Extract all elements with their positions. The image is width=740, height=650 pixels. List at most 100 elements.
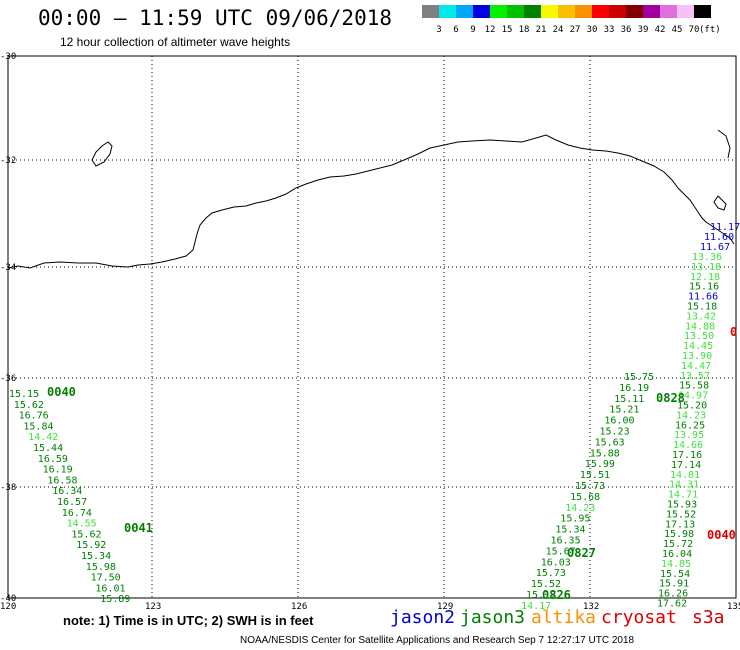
- swh-value: 14.23: [676, 410, 706, 421]
- swh-value: 13.90: [682, 351, 712, 362]
- swh-value: 15.54: [660, 569, 690, 580]
- swh-value: 15.75: [624, 372, 654, 383]
- wave-height-colorbar: 3 6 9 12 15 18 21 24 27 30 33 36 39 42 45 70 (ft): [422, 5, 721, 35]
- coast-spur: [717, 129, 731, 159]
- swh-value: 16.04: [662, 549, 692, 560]
- swh-value: 15.52: [666, 509, 696, 520]
- pass-time-label: 0041: [124, 521, 153, 535]
- satellite-jason2: jason2: [390, 607, 456, 628]
- swh-value: 15.98: [86, 562, 116, 573]
- colorbar-unit: (ft): [699, 25, 721, 35]
- altimeter-tracks: 15.1515.6216.7615.8414.4215.4416.5916.19…: [9, 252, 722, 610]
- satellite-jason3: jason3: [460, 607, 526, 628]
- swh-value: 16.26: [658, 589, 688, 600]
- swh-value: 15.18: [687, 302, 717, 313]
- swh-value: 15.11: [614, 394, 644, 405]
- swh-value: 15.63: [595, 437, 625, 448]
- colorbar-swatch: [439, 5, 456, 18]
- swh-value: 15.62: [14, 400, 44, 411]
- lat-label: -40: [0, 594, 16, 604]
- colorbar-swatch: [575, 5, 592, 18]
- swh-value: 15.73: [575, 481, 605, 492]
- pass-time-label: 0040: [47, 385, 76, 399]
- swh-value: 14.97: [678, 391, 708, 402]
- legend-note: note: 1) Time is in UTC; 2) SWH is in fe…: [63, 613, 314, 628]
- lon-label: 120: [0, 602, 16, 610]
- colorbar-swatch: [677, 5, 694, 18]
- lon-label: 135: [727, 602, 740, 610]
- lat-label: -30: [0, 52, 16, 62]
- swh-value: 16.00: [604, 416, 634, 427]
- kangaroo-island: [713, 195, 727, 211]
- swh-value: 14.23: [565, 503, 595, 514]
- colorbar-swatch: [422, 5, 439, 18]
- altimeter-map: -30 -32 -34 -36 -38 -40 120 123 126 129 …: [0, 52, 740, 610]
- map-subtitle: 12 hour collection of altimeter wave hei…: [60, 35, 291, 49]
- colorbar-swatch: [490, 5, 507, 18]
- swh-value: 14.47: [681, 361, 711, 372]
- colorbar-swatch: [609, 5, 626, 18]
- colorbar-swatch: [592, 5, 609, 18]
- colorbar-tick: 18: [519, 25, 530, 35]
- swh-value: 15.91: [659, 579, 689, 590]
- swh-value: 14.31: [669, 480, 699, 491]
- swh-value: 15.15: [9, 389, 39, 400]
- recherche-islands: [91, 141, 113, 167]
- swh-value: 15.92: [76, 540, 106, 551]
- colorbar-swatch: [694, 5, 711, 18]
- lon-label: 126: [291, 602, 307, 610]
- pass-time-label: 0827: [567, 546, 596, 560]
- swh-value: 15.51: [580, 470, 610, 481]
- swh-value: 15.88: [590, 448, 620, 459]
- swh-value: 15.72: [663, 539, 693, 550]
- swh-value: 13.18: [691, 262, 721, 273]
- swh-value: 15.73: [536, 568, 566, 579]
- swh-value: 11.60: [704, 232, 734, 243]
- swh-value: 11.67: [700, 242, 730, 253]
- colorbar-tick: 33: [604, 25, 615, 35]
- colorbar-swatch: [541, 5, 558, 18]
- swh-value: 14.88: [685, 321, 715, 332]
- swh-value: 11.17: [710, 222, 740, 233]
- swh-value: 14.17: [521, 601, 551, 610]
- colorbar-swatch: [643, 5, 660, 18]
- colorbar-tick: 27: [570, 25, 581, 35]
- swh-value: 15.99: [585, 459, 615, 470]
- australia-coastline: [7, 134, 735, 269]
- pass-time-label: 0826: [542, 588, 571, 602]
- colorbar-swatch: [660, 5, 677, 18]
- colorbar-swatch: [456, 5, 473, 18]
- pass-time-label: 0: [730, 325, 737, 339]
- swh-value: 15.67: [546, 546, 576, 557]
- swh-value: 16.76: [19, 411, 49, 422]
- swh-value: 13.57: [680, 371, 710, 382]
- swh-value: 14.71: [668, 490, 698, 501]
- swh-value: 17.62: [657, 599, 687, 610]
- swh-value: 15.23: [600, 427, 630, 438]
- swh-value: 16.25: [675, 420, 705, 431]
- colorbar-tick: 70: [689, 25, 700, 35]
- swh-value: 15.58: [679, 381, 709, 392]
- pass-time-label: 0828: [656, 391, 685, 405]
- swh-value: 16.34: [52, 486, 82, 497]
- satellite-s3a: s3a: [692, 607, 725, 628]
- swh-value: 15.89: [100, 594, 130, 605]
- swh-value: 16.35: [551, 536, 581, 547]
- swh-value: 15.68: [570, 492, 600, 503]
- swh-value: 16.03: [541, 557, 571, 568]
- colorbar-swatch: [473, 5, 490, 18]
- map-frame: [7, 55, 737, 599]
- colorbar-tick: 9: [470, 25, 475, 35]
- swh-value: 17.50: [91, 573, 121, 584]
- swh-value: 14.45: [683, 341, 713, 352]
- swh-value: 15.93: [667, 500, 697, 511]
- swh-value: 16.59: [38, 454, 68, 465]
- swh-value: 14.81: [670, 470, 700, 481]
- swh-value: 16.19: [43, 465, 73, 476]
- map-title: 00:00 — 11:59 UTC 09/06/2018: [38, 6, 393, 30]
- swh-value: 16.01: [95, 583, 125, 594]
- swh-value: 16.74: [62, 508, 92, 519]
- colorbar-tick: 3: [436, 25, 441, 35]
- swh-value: 14.66: [673, 440, 703, 451]
- colorbar-tick: 21: [536, 25, 547, 35]
